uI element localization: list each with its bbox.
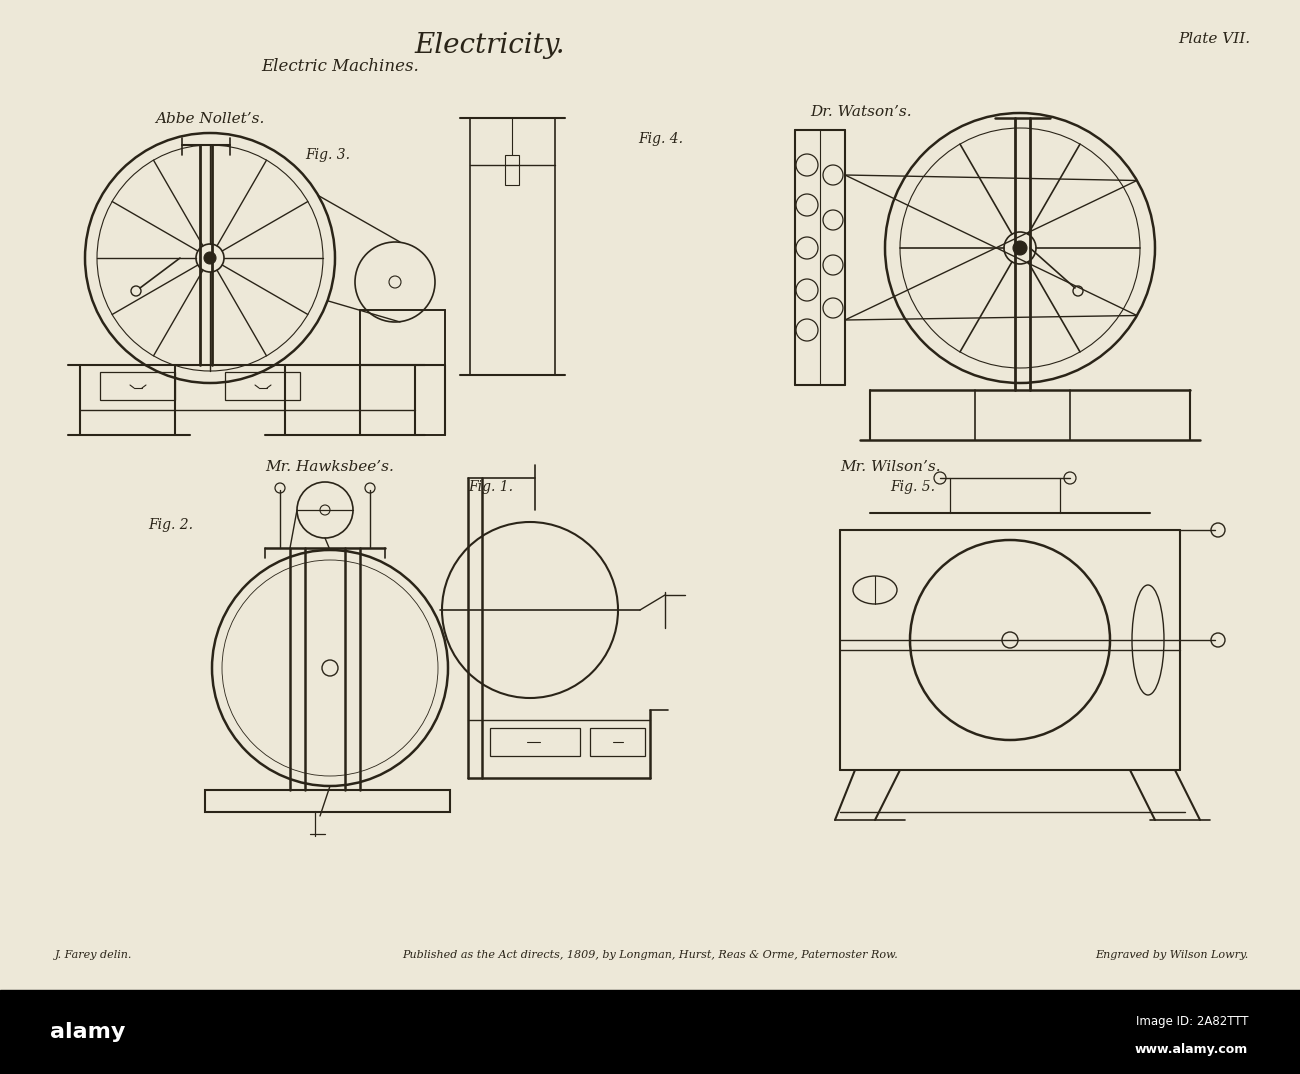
Text: Electric Machines.: Electric Machines.	[261, 58, 419, 75]
Text: Published as the Act directs, 1809, by Longman, Hurst, Reas & Orme, Paternoster : Published as the Act directs, 1809, by L…	[402, 950, 898, 960]
Text: Dr. Watson’s.: Dr. Watson’s.	[810, 105, 911, 119]
Bar	[490, 728, 580, 756]
Text: Image ID: 2A82TTT: Image ID: 2A82TTT	[1135, 1016, 1248, 1029]
Bar	[0, 990, 1300, 1074]
Text: J. Farey delin.: J. Farey delin.	[55, 950, 133, 960]
Text: Fig. 5.: Fig. 5.	[891, 480, 935, 494]
Text: Electricity.: Electricity.	[415, 32, 566, 59]
Bar	[205, 790, 450, 812]
Text: www.alamy.com: www.alamy.com	[1135, 1044, 1248, 1057]
Text: Fig. 4.: Fig. 4.	[638, 132, 682, 146]
Text: alamy: alamy	[49, 1022, 125, 1042]
Bar	[360, 310, 445, 435]
Text: Mr. Hawksbee’s.: Mr. Hawksbee’s.	[265, 460, 394, 474]
Text: Fig. 2.: Fig. 2.	[148, 518, 192, 532]
Bar	[590, 728, 645, 756]
Bar	[100, 372, 176, 400]
Bar	[225, 372, 300, 400]
Text: Abbe Nollet’s.: Abbe Nollet’s.	[155, 112, 264, 126]
Text: Plate VII.: Plate VII.	[1178, 32, 1251, 46]
Text: Fig. 1.: Fig. 1.	[468, 480, 514, 494]
Circle shape	[204, 252, 216, 264]
Text: Engraved by Wilson Lowry.: Engraved by Wilson Lowry.	[1095, 950, 1248, 960]
Circle shape	[1013, 241, 1027, 255]
Text: Fig. 3.: Fig. 3.	[306, 148, 350, 162]
Bar	[504, 155, 519, 185]
Text: Mr. Wilson’s.: Mr. Wilson’s.	[840, 460, 941, 474]
